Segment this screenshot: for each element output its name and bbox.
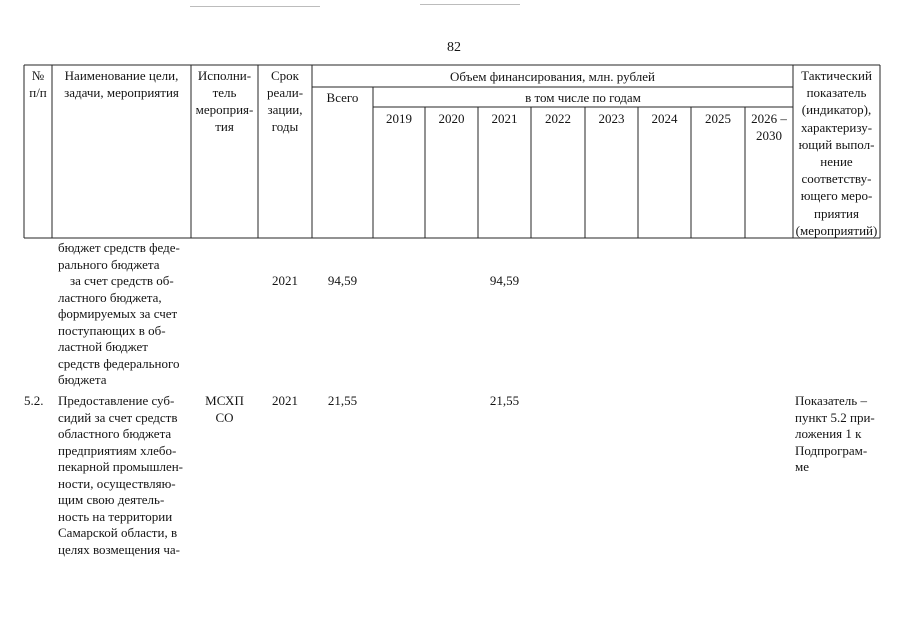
header-year-2026-2030: 2026 – 2030 — [751, 111, 787, 143]
header-total: Всего — [326, 90, 359, 105]
row-0-name: бюджет средств феде- рального бюджета — [58, 240, 187, 273]
text-line: Предоставление суб- — [58, 393, 175, 408]
row-2-period: 2021 — [272, 393, 298, 408]
scan-artifact — [190, 6, 320, 7]
header-name: Наименование цели, задачи, мероприятия — [64, 68, 179, 100]
header-year-2023: 2023 — [598, 111, 625, 126]
text-line: ме — [795, 459, 809, 474]
page-number: 82 — [447, 40, 461, 55]
row-2-total: 21,55 — [327, 393, 358, 408]
row-1-name: за счет средств об- ластного бюджета, фо… — [58, 273, 187, 389]
row-2-year-2021: 21,55 — [489, 393, 520, 408]
text-line: ластной бюджет — [58, 339, 148, 354]
row-2-indicator: Показатель – пункт 5.2 при- ложения 1 к … — [795, 393, 879, 476]
text-line: сидий за счет средств — [58, 409, 178, 425]
text-line: формируемых за счет — [58, 306, 178, 321]
header-number: № п/п — [29, 68, 47, 100]
text-line: Подпрограм- — [795, 442, 868, 458]
header-year-2024: 2024 — [651, 111, 678, 126]
header-funding: Объем финансирования, млн. рублей — [450, 69, 655, 84]
text-line: ложения 1 к — [795, 426, 862, 441]
row-1-year-2021: 94,59 — [489, 273, 520, 288]
header-year-2025: 2025 — [705, 111, 731, 126]
row-2-name: Предоставление суб- сидий за счет средст… — [58, 393, 191, 558]
text-line: областного бюджета — [58, 426, 172, 441]
header-year-2022: 2022 — [545, 111, 571, 126]
scan-artifact — [420, 4, 520, 5]
header-period: Срок реали- зации, годы — [266, 68, 304, 134]
text-line: щим свою деятель- — [58, 492, 165, 507]
row-2-executor: МСХП СО — [205, 393, 244, 425]
row-2-number: 5.2. — [24, 393, 44, 408]
header-indicator: Тактический показатель (индикатор), хара… — [795, 68, 878, 238]
header-year-2020: 2020 — [438, 111, 465, 126]
text-line: Показатель – — [795, 393, 867, 408]
text-line: пекарной промышлен- — [58, 459, 184, 474]
header-year-2019: 2019 — [386, 111, 412, 126]
text-line: целях возмещения ча- — [58, 541, 181, 557]
header-year-2021: 2021 — [491, 111, 518, 126]
text-line: ности, осуществляю- — [58, 475, 176, 491]
text-line: бюджет средств феде- — [58, 240, 180, 255]
text-line: за счет средств об- — [70, 273, 174, 288]
text-line: рального бюджета — [58, 256, 160, 272]
text-line: ластного бюджета, — [58, 289, 162, 305]
text-line: Самарской области, в — [58, 525, 178, 540]
header-executor: Исполни- тель мероприя- тия — [195, 68, 254, 134]
row-1-period: 2021 — [272, 273, 298, 288]
text-line: предприятиям хлебо- — [58, 442, 177, 458]
header-by-years: в том числе по годам — [525, 90, 641, 105]
text-line: средств федерального — [58, 355, 180, 371]
text-line: пункт 5.2 при- — [795, 409, 875, 425]
row-1-total: 94,59 — [327, 273, 358, 288]
text-line: бюджета — [58, 372, 107, 387]
text-line: поступающих в об- — [58, 322, 166, 338]
text-line: ность на территории — [58, 508, 173, 524]
